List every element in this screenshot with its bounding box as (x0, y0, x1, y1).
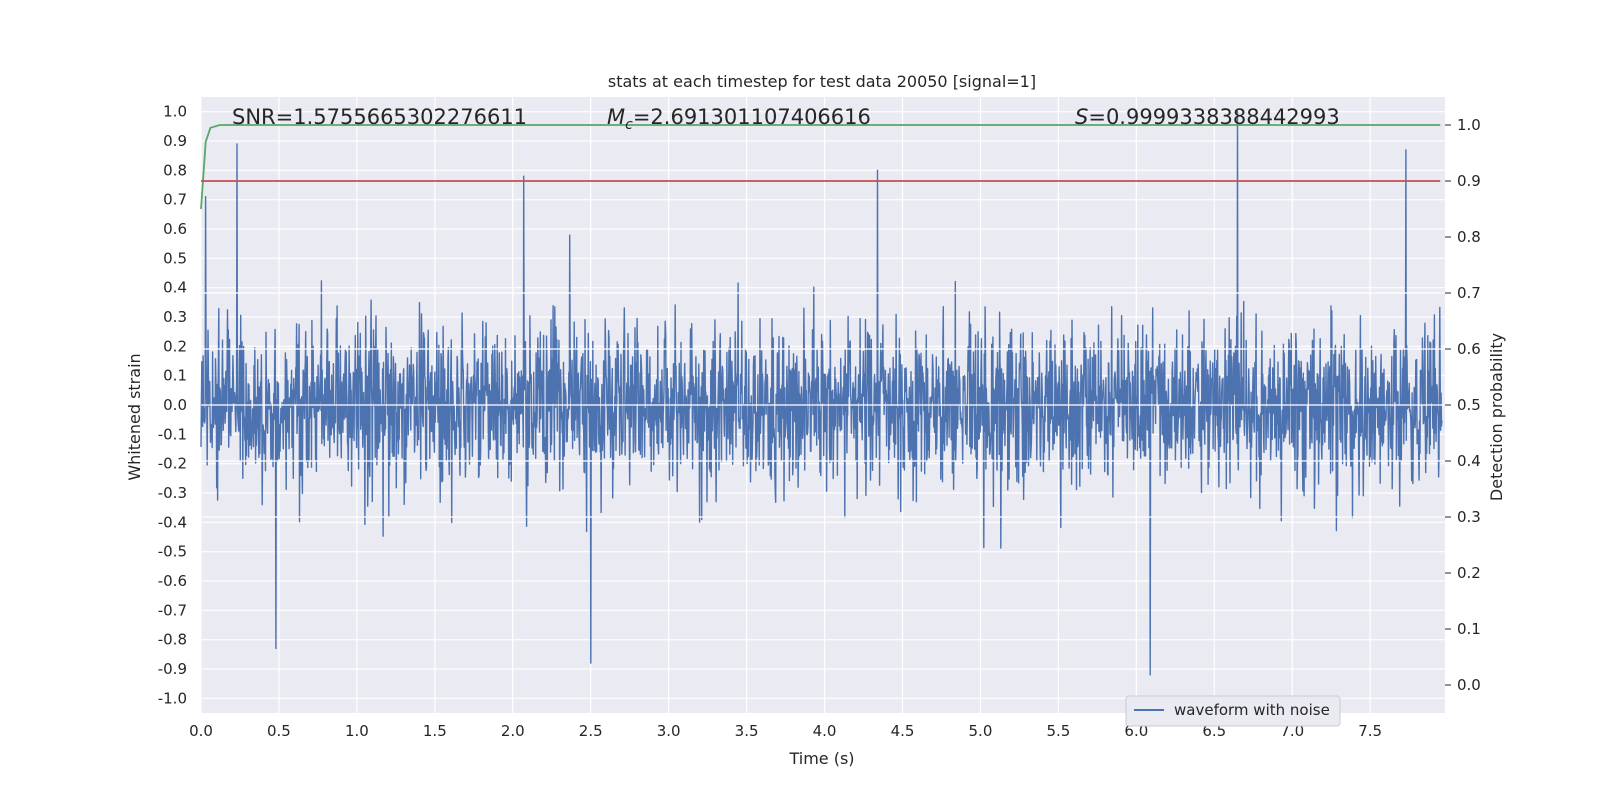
score-annotation: S=0.9999338388442993 (1075, 105, 1340, 129)
x-tick-label: 0.0 (189, 722, 213, 740)
x-tick-label: 2.0 (501, 722, 525, 740)
y-tick-label: 0.0 (163, 396, 187, 414)
waveform-line (200, 111, 1443, 676)
y-tick-label: 1.0 (163, 103, 187, 121)
score-value: =0.9999338388442993 (1088, 105, 1339, 129)
y2-tick-label: 0.2 (1457, 564, 1481, 582)
y-tick-label: 0.7 (163, 191, 187, 209)
x-tick-label: 3.0 (657, 722, 681, 740)
x-tick-label: 4.0 (813, 722, 837, 740)
y2-tick-label: 0.5 (1457, 396, 1481, 414)
y-tick-label: -0.3 (158, 484, 187, 502)
y-tick-label: -0.2 (158, 455, 187, 473)
x-tick-label: 5.5 (1046, 722, 1070, 740)
probability-lines (200, 124, 1445, 518)
y2-tick-label: 0.9 (1457, 172, 1481, 190)
legend-box (1125, 695, 1341, 727)
y2-axis-ticks: 1.0 0.9 0.8 0.7 0.6 0.5 0.4 0.3 0.2 0.1 0.0 (1445, 116, 1481, 694)
chirp-mass-value: =2.691301107406616 (633, 105, 871, 129)
chart-title: stats at each timestep for test data 200… (608, 72, 1036, 91)
detection-probability-line (200, 124, 1441, 210)
y-tick-label: -0.4 (158, 513, 187, 531)
x-tick-label: 5.0 (969, 722, 993, 740)
chirp-mass-annotation: Mc=2.691301107406616 (607, 105, 871, 133)
y2-tick-label: 0.3 (1457, 508, 1481, 526)
y-tick-label: -1.0 (158, 689, 187, 707)
y2-tick-label: 0.1 (1457, 620, 1481, 638)
y-tick-label: 0.3 (163, 308, 187, 326)
score-symbol: S (1075, 105, 1088, 129)
x-axis-ticks: 0.0 0.5 1.0 1.5 2.0 2.5 3.0 3.5 4.0 4.5 5.0 5.5 6.0 6… (189, 722, 1382, 740)
y2-tick-label: 0.7 (1457, 284, 1481, 302)
x-tick-label: 1.5 (423, 722, 447, 740)
x-tick-label: 7.5 (1358, 722, 1382, 740)
y2-tick-label: 0.4 (1457, 452, 1481, 470)
y-tick-label: 0.6 (163, 220, 187, 238)
y2-tick-label: 0.8 (1457, 228, 1481, 246)
x-tick-label: 3.5 (735, 722, 759, 740)
legend: waveform with noise (1125, 695, 1341, 727)
y2-axis-label: Detection probability (1487, 333, 1506, 501)
y-tick-label: 0.1 (163, 367, 187, 385)
x-tick-label: 1.0 (345, 722, 369, 740)
y-tick-label: 0.2 (163, 337, 187, 355)
y-axis-ticks: 1.0 0.9 0.8 0.7 0.6 0.5 0.4 0.3 0.2 0.1 0.0 -0.1 -0.… (158, 103, 187, 708)
y2-tick-label: 0.0 (1457, 676, 1481, 694)
y-tick-label: 0.8 (163, 161, 187, 179)
chirp-mass-symbol: M (607, 105, 625, 129)
y-tick-label: -0.1 (158, 425, 187, 443)
chirp-mass-subscript: c (625, 117, 633, 133)
x-tick-label: 0.5 (267, 722, 291, 740)
y-tick-label: 0.9 (163, 132, 187, 150)
x-axis-label: Time (s) (788, 749, 854, 768)
plot-area (200, 97, 1445, 713)
y-tick-label: 0.5 (163, 249, 187, 267)
y-tick-label: -0.6 (158, 572, 187, 590)
y-tick-label: -0.9 (158, 660, 187, 678)
y-axis-label: Whitened strain (125, 353, 144, 480)
waveform-series (200, 111, 1443, 676)
y-tick-label: -0.8 (158, 631, 187, 649)
y-tick-label: -0.7 (158, 601, 187, 619)
x-tick-label: 2.5 (579, 722, 603, 740)
y2-tick-label: 0.6 (1457, 340, 1481, 358)
y2-tick-label: 1.0 (1457, 116, 1481, 134)
x-tick-label: 4.5 (891, 722, 915, 740)
snr-annotation: SNR=1.5755665302276611 (232, 105, 527, 129)
y-tick-label: -0.5 (158, 543, 187, 561)
y-tick-label: 0.4 (163, 279, 187, 297)
legend-label-waveform: waveform with noise (1174, 701, 1330, 719)
